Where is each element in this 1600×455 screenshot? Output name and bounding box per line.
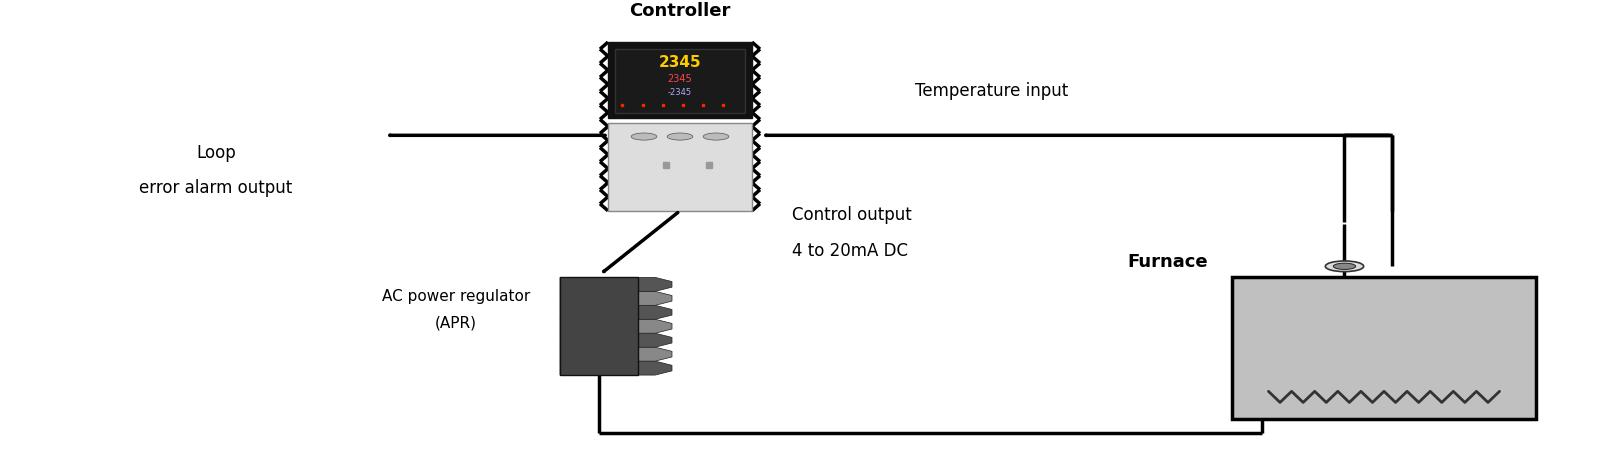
Polygon shape — [560, 319, 672, 333]
Polygon shape — [560, 291, 672, 305]
Text: Furnace: Furnace — [1128, 253, 1208, 271]
Text: AC power regulator: AC power regulator — [382, 289, 530, 304]
Polygon shape — [560, 347, 672, 361]
Polygon shape — [608, 123, 752, 211]
Circle shape — [630, 133, 656, 140]
Polygon shape — [1232, 278, 1536, 420]
Polygon shape — [560, 278, 672, 291]
Text: Control output: Control output — [792, 206, 912, 224]
Text: error alarm output: error alarm output — [139, 179, 293, 197]
Circle shape — [667, 133, 693, 140]
Polygon shape — [616, 49, 746, 113]
Circle shape — [704, 133, 728, 140]
Polygon shape — [560, 361, 672, 375]
Circle shape — [1325, 261, 1363, 272]
Text: Controller: Controller — [629, 2, 731, 20]
Text: Loop: Loop — [197, 144, 235, 162]
Polygon shape — [608, 42, 752, 118]
Text: -2345: -2345 — [667, 88, 693, 97]
Circle shape — [1333, 263, 1355, 269]
Text: 2345: 2345 — [667, 74, 693, 84]
Polygon shape — [560, 278, 638, 375]
Polygon shape — [560, 305, 672, 319]
Text: 2345: 2345 — [659, 55, 701, 70]
Polygon shape — [560, 333, 672, 347]
Text: 4 to 20mA DC: 4 to 20mA DC — [792, 242, 909, 260]
Text: (APR): (APR) — [435, 316, 477, 331]
Text: Temperature input: Temperature input — [915, 82, 1069, 100]
